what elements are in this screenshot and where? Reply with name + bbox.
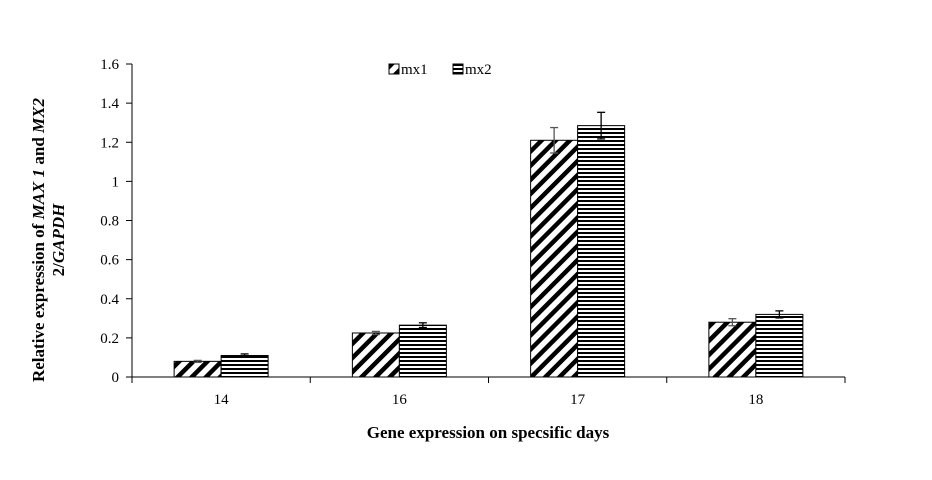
x-tick-label: 14: [214, 392, 230, 408]
y-axis-title-gene2: MX2: [29, 97, 48, 133]
legend-label-mx1: mx1: [401, 62, 428, 78]
y-tick-label: 1.2: [100, 135, 119, 151]
y-axis-title-line2-prefix: 2/: [49, 263, 68, 277]
y-tick-label: 0.4: [100, 292, 119, 308]
svg-text:2/GAPDH: 2/GAPDH: [49, 203, 68, 277]
x-tick-label: 17: [570, 392, 586, 408]
bar-mx1-14: [173, 360, 222, 378]
y-tick-label: 0: [112, 370, 120, 386]
y-tick-label: 0.8: [100, 214, 119, 230]
y-tick-label: 1: [112, 174, 120, 190]
bar-mx1-16: [351, 332, 400, 378]
legend-swatch-mx2: [452, 63, 464, 75]
y-axis-title-gene1: MAX 1: [29, 169, 48, 221]
x-axis-ticks: 14 16 17 18: [131, 377, 846, 408]
y-axis-ticks: 0 0.2 0.4 0.6 0.8 1 1.2 1.4 1.6: [100, 57, 132, 386]
y-axis-title: Relative expression of MAX 1 and MX2 2/G…: [29, 97, 68, 382]
y-tick-label: 0.6: [100, 253, 119, 269]
svg-text:Relative expression of MAX 1 a: Relative expression of MAX 1 and MX2: [29, 97, 48, 382]
bars-group: [173, 125, 804, 378]
y-tick-label: 0.2: [100, 331, 119, 347]
y-tick-label: 1.4: [100, 96, 119, 112]
x-axis-title: Gene expression on specsific days: [367, 423, 610, 442]
y-axis-title-mid: and: [29, 133, 48, 169]
legend-swatch-mx1: [388, 63, 400, 75]
bar-mx2-14: [220, 354, 269, 378]
bar-mx2-16: [398, 324, 447, 378]
x-tick-label: 16: [392, 392, 408, 408]
bar-mx1-18: [708, 321, 757, 378]
bar-mx2-17: [577, 125, 626, 378]
y-axis-title-prefix: Relative expression of: [29, 219, 48, 382]
legend-label-mx2: mx2: [465, 62, 492, 78]
legend: mx1 mx2: [388, 62, 492, 78]
bar-mx2-18: [755, 313, 804, 378]
y-tick-label: 1.6: [100, 57, 119, 73]
y-axis-title-line2-gene: GAPDH: [49, 203, 68, 263]
error-bars-group: [193, 111, 784, 363]
bar-mx1-17: [530, 139, 579, 378]
x-tick-label: 18: [748, 392, 763, 408]
